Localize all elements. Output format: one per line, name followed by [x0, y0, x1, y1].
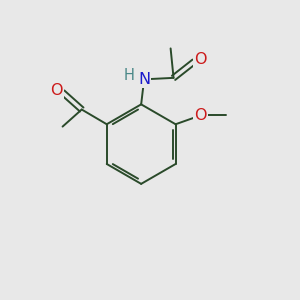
Text: N: N — [138, 72, 150, 87]
Text: O: O — [194, 52, 207, 67]
Text: H: H — [123, 68, 134, 83]
Text: O: O — [50, 83, 62, 98]
Text: O: O — [194, 108, 207, 123]
